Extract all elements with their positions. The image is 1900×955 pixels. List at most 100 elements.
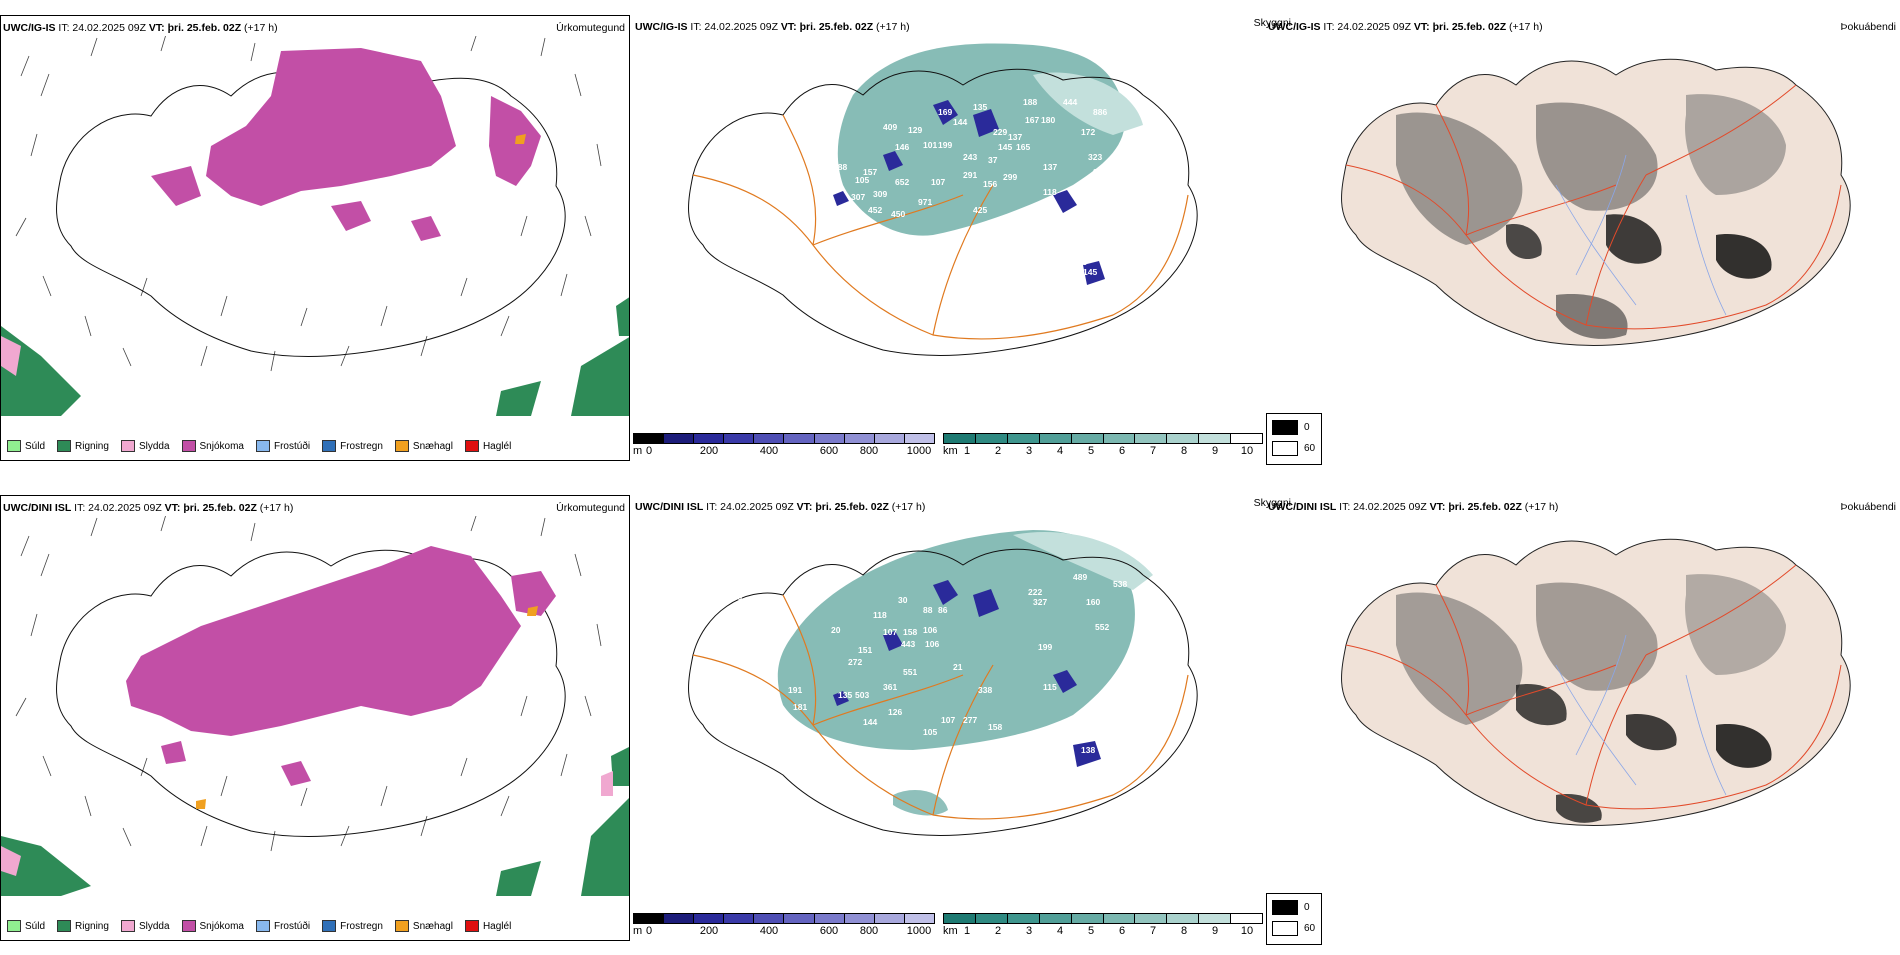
visibility-value: 941: [1093, 167, 1107, 177]
visibility-value: 156: [983, 179, 997, 189]
visibility-value: 138: [1081, 745, 1095, 755]
legend-swatch: [322, 440, 337, 452]
legend-label: Rigning: [75, 920, 109, 932]
visibility-value: 167: [1025, 115, 1039, 125]
lead-time: (+17 h): [891, 501, 926, 513]
snow-area: [206, 48, 456, 206]
legend-swatch: [181, 440, 196, 452]
legend-label: Súld: [25, 920, 46, 932]
visibility-value: 191: [788, 685, 802, 695]
road-network: [1345, 84, 1842, 330]
valid-time-label: VT:: [1413, 21, 1430, 33]
panel-header: UWC/DINI ISL IT: 24.02.2025 09Z VT: þri.…: [3, 502, 293, 514]
visibility-value: 137: [1043, 162, 1057, 172]
init-time: IT: 24.02.2025 09Z: [1339, 501, 1427, 513]
visibility-value: 146: [895, 142, 909, 152]
precipitation-legend: Súld Rigning Slydda Snjókoma Frostúði Fr…: [7, 920, 511, 932]
legend-swatch: [57, 440, 72, 452]
visibility-value: 188: [1023, 97, 1037, 107]
valid-time: þri. 25.feb. 02Z: [1432, 21, 1507, 33]
panel-header: UWC/DINI ISL IT: 24.02.2025 09Z VT: þri.…: [1268, 501, 1558, 513]
visibility-tick: 1: [963, 445, 971, 457]
legend-label: Haglél: [482, 440, 512, 452]
snow-area: [126, 546, 521, 736]
snow-area-small: [331, 201, 371, 231]
visibility-value: 86: [938, 605, 948, 615]
visibility-tick: 9: [1211, 445, 1219, 457]
wind-barbs: [15, 36, 602, 372]
lead-time: (+17 h): [1509, 21, 1543, 33]
visibility-tick: 2: [994, 925, 1002, 937]
fog-legend-label: 0: [1304, 902, 1310, 913]
visibility-tick: 1: [963, 925, 971, 937]
visibility-value: 886: [1093, 107, 1107, 117]
visibility-value: 425: [973, 205, 987, 215]
visibility-tick: 10: [1240, 925, 1254, 937]
visibility-value: 327: [1033, 597, 1047, 607]
visibility-colorbar: km 1 2 3 4 5 6 7 8 9 10: [943, 433, 1263, 461]
visibility-value: 107: [931, 177, 945, 187]
high-ground-patches: [833, 580, 1101, 767]
visibility-value: 169: [938, 107, 952, 117]
visibility-unit: km: [943, 925, 958, 937]
legend-label: Snjókoma: [199, 440, 244, 452]
rain-area-e: [611, 747, 629, 786]
visibility-value: 188: [1143, 605, 1157, 615]
legend-label: Snæhagl: [412, 440, 453, 452]
height-tick: 0: [645, 445, 653, 457]
visibility-value: 185: [753, 567, 767, 577]
iceland-outline: [688, 548, 1198, 836]
legend-item-rain: Rigning: [57, 920, 109, 932]
visibility-value: 180: [1041, 115, 1055, 125]
visibility-value: 144: [953, 117, 967, 127]
fog-legend-swatch: [1272, 420, 1298, 435]
lead-time: (+17 h): [1524, 501, 1559, 513]
visibility-tick: 8: [1180, 925, 1188, 937]
fog-legend-item-light: 60: [1272, 441, 1315, 456]
visibility-value: 353: [758, 642, 772, 652]
fog-legend-swatch: [1272, 441, 1298, 456]
lead-time: (+17 h): [876, 21, 910, 33]
legend-swatch: [394, 440, 409, 452]
visibility-value: 20: [831, 625, 841, 635]
legend-item-freezing-drizzle: Frostúði: [255, 440, 311, 452]
sleet-area: [1, 846, 21, 876]
rain-area-sw: [1, 326, 81, 416]
visibility-value: 409: [728, 592, 742, 602]
visibility-value: 118: [873, 610, 887, 620]
visibility-tick: 3: [1025, 925, 1033, 937]
height-colorbar-bar: [633, 913, 935, 924]
visibility-unit: km: [943, 445, 958, 457]
visibility-value: 489: [1073, 572, 1087, 582]
height-tick: 0: [645, 925, 653, 937]
road-network: [692, 594, 1189, 820]
snow-area-east: [511, 571, 556, 616]
visibility-value: 309: [873, 189, 887, 199]
visibility-value: 230: [1073, 257, 1087, 267]
height-tick: 1000: [906, 445, 932, 457]
iceland-outline: [56, 69, 566, 357]
visibility-value: 971: [918, 197, 932, 207]
legend-swatch: [57, 920, 72, 932]
visibility-value: 122: [1088, 725, 1102, 735]
visibility-value: 30: [898, 595, 908, 605]
height-unit: m: [633, 445, 643, 457]
height-tick: 200: [699, 445, 719, 457]
visibility-value: 107: [883, 627, 897, 637]
visibility-value: 361: [883, 682, 897, 692]
fog-legend: 0 60: [1266, 413, 1322, 465]
sleet-area-e: [601, 771, 613, 796]
rain-area-s: [496, 861, 541, 896]
legend-item-hail: Haglél: [464, 440, 512, 452]
valid-time: þri. 25.feb. 02Z: [167, 22, 242, 34]
fog-legend-item-dark: 0: [1272, 900, 1310, 915]
visibility-value: 243: [963, 152, 977, 162]
visibility-value: 135: [838, 690, 852, 700]
legend-item-rain: Rigning: [57, 440, 109, 452]
legend-label: Frostúði: [273, 440, 311, 452]
visibility-value: 106: [923, 625, 937, 635]
visibility-value: 222: [1028, 587, 1042, 597]
height-tick: 600: [819, 925, 839, 937]
precipitation-map: [1, 516, 629, 896]
height-tick: 400: [759, 445, 779, 457]
